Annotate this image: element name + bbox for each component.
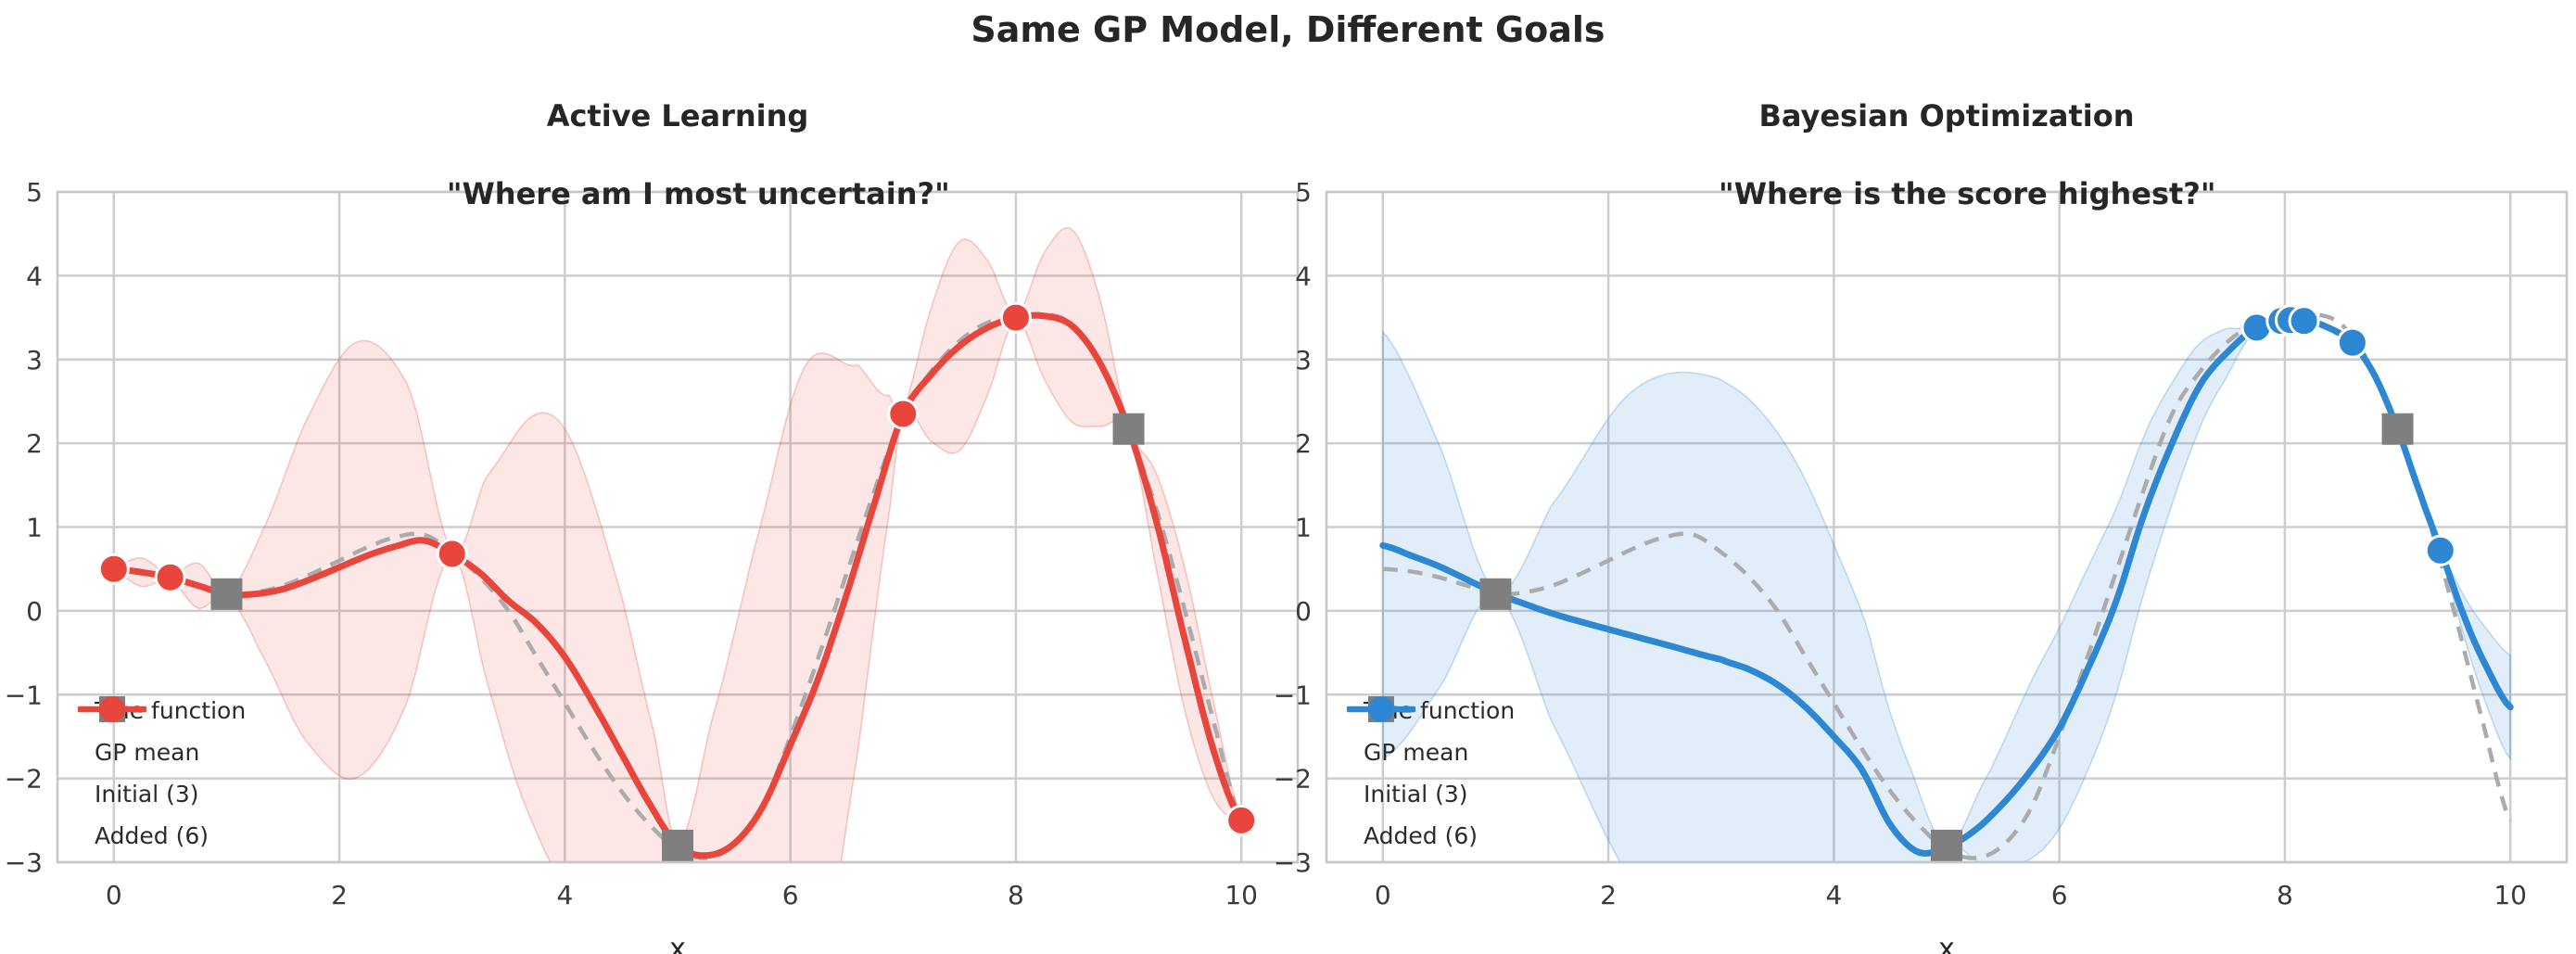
legend-active-learning: True function GP mean Initial (3) Added (6) — [78, 695, 246, 850]
panel-title-active-learning: Active Learning "Where am I most uncerta… — [57, 96, 1298, 213]
grid — [57, 190, 1298, 864]
plot-area — [97, 226, 1258, 862]
y-tick-label: 1 — [1295, 513, 1312, 543]
x-axis-label: x — [669, 933, 686, 954]
legend-item-added-6: Added (6) — [78, 696, 246, 850]
x-tick-label: 2 — [331, 880, 348, 910]
x-tick-label: 6 — [782, 880, 799, 910]
x-tick-label: 10 — [2494, 880, 2527, 910]
added-point-marker — [887, 398, 920, 430]
panel-title-line1: Bayesian Optimization — [1758, 98, 2135, 134]
legend-item-initial-3: Initial (3) — [1347, 696, 1515, 808]
panel-subtitle-line2: "Where am I most uncertain?" — [446, 176, 950, 211]
legend-item-label: GP mean — [95, 738, 200, 766]
initial-point-marker — [2381, 413, 2414, 445]
initial-point-marker — [210, 578, 243, 610]
y-tick-label: 3 — [1295, 345, 1312, 375]
y-tick-label: 2 — [1295, 428, 1312, 459]
legend-item-added-6: Added (6) — [1347, 696, 1515, 850]
x-tick-label: 8 — [1008, 880, 1024, 910]
y-tick-label: −1 — [1274, 680, 1312, 710]
legend-item-label: Initial (3) — [95, 780, 199, 808]
initial-point-marker — [662, 829, 693, 861]
added-point-marker — [97, 553, 130, 585]
added-point-marker — [2424, 534, 2456, 566]
legend-item-initial-3: Initial (3) — [78, 696, 246, 808]
added-point-marker — [2288, 305, 2320, 337]
y-tick-label: −2 — [5, 764, 43, 795]
added-point-marker — [436, 538, 468, 570]
y-tick-label: 5 — [26, 177, 43, 208]
uncertainty-band — [1382, 317, 2511, 862]
added-point-marker — [999, 301, 1032, 334]
legend-item-label: Added (6) — [1364, 821, 1478, 849]
panel-title-bayesian-optimization: Bayesian Optimization "Where is the scor… — [1326, 96, 2567, 213]
x-tick-label: 4 — [556, 880, 573, 910]
y-tick-label: 4 — [1295, 261, 1312, 291]
y-tick-label: 3 — [26, 345, 43, 375]
y-tick-label: 5 — [1295, 177, 1312, 208]
x-tick-label: 10 — [1225, 880, 1258, 910]
x-tick-label: 4 — [1825, 880, 1842, 910]
axes-frame — [56, 190, 1300, 864]
legend-item-label: Added (6) — [95, 821, 209, 849]
added-point-marker — [2336, 326, 2368, 359]
y-tick-label: 0 — [26, 596, 43, 627]
added-point-marker — [154, 561, 186, 593]
legend-item-label: GP mean — [1364, 738, 1469, 766]
legend-item-gp-mean: GP mean — [1347, 706, 1515, 767]
y-tick-label: 2 — [26, 428, 43, 459]
x-tick-label: 6 — [2051, 880, 2068, 910]
panel-title-line1: Active Learning — [546, 98, 809, 134]
y-tick-label: 1 — [26, 513, 43, 543]
y-tick-label: 4 — [26, 261, 43, 291]
initial-point-marker — [1112, 413, 1145, 445]
panel-subtitle-line2: "Where is the score highest?" — [1719, 176, 2216, 211]
axes-frame — [1325, 190, 2569, 864]
x-tick-label: 0 — [106, 880, 122, 910]
x-axis-label: x — [1938, 933, 1955, 954]
x-tick-label: 2 — [1600, 880, 1617, 910]
y-tick-label: −2 — [1274, 764, 1312, 795]
x-tick-label: 0 — [1375, 880, 1391, 910]
legend-item-label: Initial (3) — [1364, 780, 1468, 808]
figure-title: Same GP Model, Different Goals — [971, 9, 1605, 50]
plot-area — [1379, 304, 2514, 862]
initial-point-marker — [1931, 829, 1962, 861]
y-tick-label: −3 — [5, 847, 43, 878]
y-tick-label: 0 — [1295, 596, 1312, 627]
y-tick-label: −1 — [5, 680, 43, 710]
legend-item-gp-mean: GP mean — [78, 706, 246, 767]
x-tick-label: 8 — [2277, 880, 2293, 910]
added-point-marker — [1225, 804, 1258, 836]
y-tick-label: −3 — [1274, 847, 1312, 878]
legend-bayesian-optimization: True function GP mean Initial (3) Added (6) — [1347, 695, 1515, 850]
initial-point-marker — [1479, 578, 1512, 610]
